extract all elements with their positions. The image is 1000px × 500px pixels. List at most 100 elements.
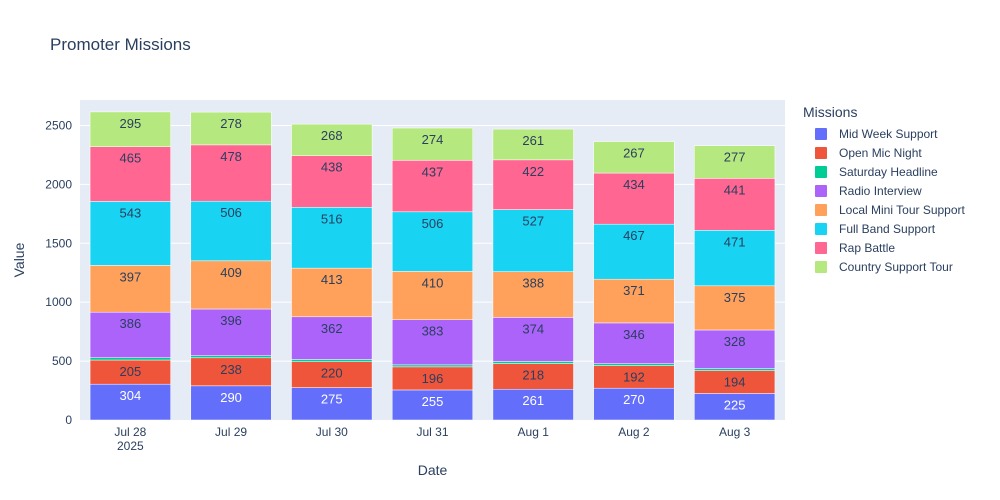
data-label: 397 xyxy=(120,269,142,284)
bar-segment xyxy=(291,123,373,156)
data-label: 506 xyxy=(220,205,242,220)
bar-segment xyxy=(291,207,373,269)
legend-swatch xyxy=(815,260,827,273)
bar-segment xyxy=(391,271,474,320)
data-label: 441 xyxy=(724,182,746,197)
data-label: 205 xyxy=(120,364,142,379)
bar-segment xyxy=(694,329,776,369)
legend-swatch xyxy=(815,222,827,235)
data-label: 346 xyxy=(623,327,645,342)
legend-item[interactable]: Open Mic Night xyxy=(803,143,965,162)
data-label: 375 xyxy=(724,290,746,305)
data-label: 396 xyxy=(220,313,242,328)
bar-segment xyxy=(89,359,171,385)
data-label: 543 xyxy=(120,205,142,220)
data-label: 467 xyxy=(623,228,645,243)
bar-segment xyxy=(593,387,675,421)
bar-segment xyxy=(694,285,776,331)
bar-segment xyxy=(391,389,474,421)
bar-segment xyxy=(391,211,474,272)
data-label: 478 xyxy=(220,149,242,164)
bar-segment xyxy=(291,359,373,362)
bar-segment xyxy=(694,178,776,231)
data-label: 270 xyxy=(623,392,645,407)
bar-segment xyxy=(89,311,171,358)
data-label: 274 xyxy=(422,132,444,147)
bar-segment xyxy=(89,146,171,202)
bar-segment xyxy=(694,230,776,287)
bar-segment xyxy=(291,155,373,208)
data-label: 516 xyxy=(321,211,343,226)
bar-segment xyxy=(593,141,675,174)
bar-segment xyxy=(89,201,171,266)
data-label: 225 xyxy=(724,397,746,412)
x-tick-label: Aug 2 xyxy=(618,425,650,439)
data-label: 194 xyxy=(724,375,746,390)
legend-label: Local Mini Tour Support xyxy=(839,202,965,217)
legend-item[interactable]: Mid Week Support xyxy=(803,124,965,143)
y-tick-label: 500 xyxy=(52,354,72,368)
bar-segment xyxy=(492,128,574,161)
data-label: 409 xyxy=(220,265,242,280)
bar-segment xyxy=(593,363,675,366)
data-label: 275 xyxy=(321,392,343,407)
bar-segment xyxy=(492,363,574,390)
legend-swatch xyxy=(815,146,827,159)
data-label: 527 xyxy=(522,214,544,229)
data-label: 434 xyxy=(623,177,645,192)
bar-segment xyxy=(694,393,776,421)
bar-segment xyxy=(492,209,574,272)
y-tick-label: 1500 xyxy=(45,236,72,250)
legend-label: Open Mic Night xyxy=(839,145,922,160)
y-tick-label: 2000 xyxy=(45,177,72,191)
bar-segment xyxy=(190,111,272,146)
legend-swatch xyxy=(815,165,827,178)
data-label: 255 xyxy=(422,394,444,409)
legend-item[interactable]: Saturday Headline xyxy=(803,162,965,181)
data-label: 413 xyxy=(321,272,343,287)
bar-segment xyxy=(291,361,373,388)
bar-segment xyxy=(492,388,574,421)
bar-segment xyxy=(492,271,574,318)
bar-segment xyxy=(190,308,272,356)
data-label: 277 xyxy=(724,150,746,165)
data-label: 220 xyxy=(321,366,343,381)
legend-label: Radio Interview xyxy=(839,183,922,198)
bar-segment xyxy=(190,355,272,359)
data-label: 290 xyxy=(220,390,242,405)
bar-segment xyxy=(89,265,171,313)
legend-item[interactable]: Country Support Tour xyxy=(803,257,965,276)
data-label: 192 xyxy=(623,370,645,385)
x-axis-title: Date xyxy=(418,462,448,478)
x-tick-label: Jul 30 xyxy=(316,425,348,439)
bar-segment xyxy=(694,368,776,371)
legend-item[interactable]: Rap Battle xyxy=(803,238,965,257)
data-label: 383 xyxy=(422,324,444,339)
legend-item[interactable]: Local Mini Tour Support xyxy=(803,200,965,219)
bar-segment xyxy=(391,319,474,366)
bar-segment xyxy=(190,260,272,310)
bar-segment xyxy=(291,267,373,318)
legend-swatch xyxy=(815,127,827,140)
data-label: 304 xyxy=(120,388,142,403)
data-label: 438 xyxy=(321,160,343,175)
bar-segment xyxy=(593,322,675,364)
bar-segment xyxy=(492,159,574,210)
data-label: 328 xyxy=(724,334,746,349)
data-label: 261 xyxy=(522,393,544,408)
chart-title: Promoter Missions xyxy=(50,35,191,54)
bar-segment xyxy=(89,111,171,147)
bar-segment xyxy=(694,145,776,179)
bar-segment xyxy=(190,357,272,387)
bar-segment xyxy=(492,361,574,364)
data-label: 362 xyxy=(321,321,343,336)
legend-item[interactable]: Full Band Support xyxy=(803,219,965,238)
x-tick-label: Jul 31 xyxy=(416,425,448,439)
data-label: 506 xyxy=(422,216,444,231)
bar-segment xyxy=(190,385,272,421)
y-tick-label: 0 xyxy=(65,413,72,427)
legend-swatch xyxy=(815,203,827,216)
legend: Missions Mid Week Support Open Mic Night S… xyxy=(803,104,965,276)
legend-item[interactable]: Radio Interview xyxy=(803,181,965,200)
y-axis-title: Value xyxy=(11,242,27,277)
